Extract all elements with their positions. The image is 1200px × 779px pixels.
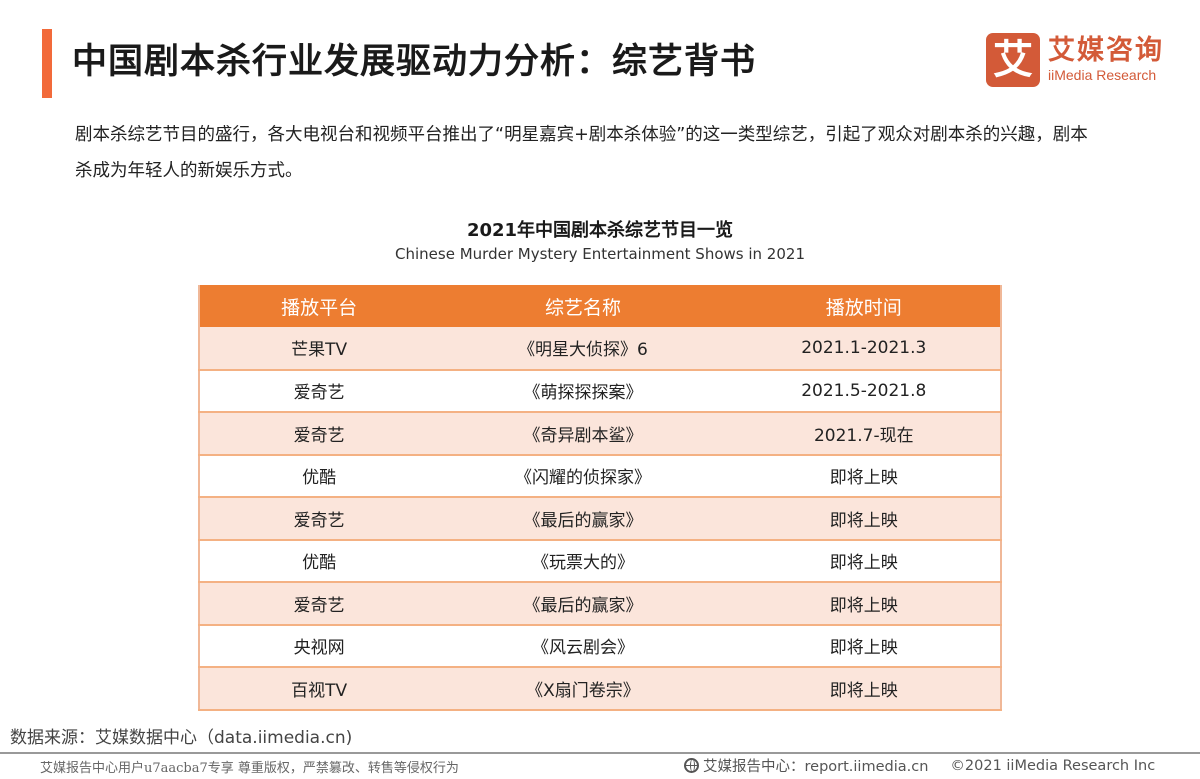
cell-platform: 芒果TV <box>199 327 439 371</box>
cell-show: 《最后的赢家》 <box>438 582 728 626</box>
cell-platform: 爱奇艺 <box>199 412 439 456</box>
logo-text: 艾媒咨询 iiMedia Research <box>1048 36 1164 84</box>
cell-time: 即将上映 <box>727 582 1001 626</box>
column-header-platform: 播放平台 <box>199 285 439 327</box>
cell-time: 2021.7-现在 <box>727 412 1001 456</box>
cell-platform: 优酷 <box>199 454 439 498</box>
table-row: 爱奇艺 《最后的赢家》 即将上映 <box>199 582 1001 626</box>
shows-table: 播放平台 综艺名称 播放时间 芒果TV 《明星大侦探》6 2021.1-2021… <box>198 285 1002 711</box>
cell-time: 即将上映 <box>727 454 1001 498</box>
footer-divider <box>0 752 1200 754</box>
intro-paragraph: 剧本杀综艺节目的盛行，各大电视台和视频平台推出了“明星嘉宾+剧本杀体验”的这一类… <box>75 125 1088 181</box>
table-row: 爱奇艺 《最后的赢家》 即将上映 <box>199 497 1001 541</box>
cell-platform: 爱奇艺 <box>199 582 439 626</box>
copyright-text: ©2021 iiMedia Research Inc <box>950 757 1156 774</box>
title-accent-bar <box>42 29 52 98</box>
logo-name-cn: 艾媒咨询 <box>1048 35 1164 66</box>
cell-show: 《明星大侦探》6 <box>438 327 728 371</box>
cell-time: 即将上映 <box>727 624 1001 668</box>
cell-time: 即将上映 <box>727 497 1001 541</box>
logo-icon: 艾 <box>986 33 1040 87</box>
table-row: 爱奇艺 《奇异剧本鲨》 2021.7-现在 <box>199 412 1001 456</box>
cell-platform: 爱奇艺 <box>199 497 439 541</box>
cell-show: 《奇异剧本鲨》 <box>438 412 728 456</box>
report-center-link[interactable]: 艾媒报告中心：report.iimedia.cn <box>703 759 929 775</box>
cell-time: 2021.1-2021.3 <box>727 327 1001 371</box>
table-row: 芒果TV 《明星大侦探》6 2021.1-2021.3 <box>199 327 1001 371</box>
globe-icon <box>684 758 699 773</box>
cell-platform: 央视网 <box>199 624 439 668</box>
copyright-notice: 艾媒报告中心用户u7aacba7专享 尊重版权，严禁篡改、转售等侵权行为 <box>40 761 459 776</box>
table-caption: 2021年中国剧本杀综艺节目一览 Chinese Murder Mystery … <box>200 218 1000 264</box>
data-source: 数据来源：艾媒数据中心（data.iimedia.cn) <box>10 728 353 748</box>
table-header-row: 播放平台 综艺名称 播放时间 <box>199 285 1001 327</box>
cell-platform: 百视TV <box>199 667 439 711</box>
logo-name-en: iiMedia Research <box>1048 67 1157 83</box>
table-caption-cn: 2021年中国剧本杀综艺节目一览 <box>466 220 734 241</box>
cell-time: 即将上映 <box>727 539 1001 583</box>
cell-time: 2021.5-2021.8 <box>727 369 1001 413</box>
table-row: 优酷 《闪耀的侦探家》 即将上映 <box>199 454 1001 498</box>
cell-show: 《风云剧会》 <box>438 624 728 668</box>
cell-show: 《玩票大的》 <box>438 539 728 583</box>
table-row: 百视TV 《X扇门卷宗》 即将上映 <box>199 667 1001 711</box>
table-row: 优酷 《玩票大的》 即将上映 <box>199 539 1001 583</box>
iimedia-logo: 艾 艾媒咨询 iiMedia Research <box>986 33 1164 87</box>
table-row: 爱奇艺 《萌探探探案》 2021.5-2021.8 <box>199 369 1001 413</box>
cell-show: 《萌探探探案》 <box>438 369 728 413</box>
footer-info: 艾媒报告中心：report.iimedia.cn ©2021 iiMedia R… <box>684 755 1155 776</box>
cell-platform: 优酷 <box>199 539 439 583</box>
cell-time: 即将上映 <box>727 667 1001 711</box>
cell-show: 《最后的赢家》 <box>438 497 728 541</box>
cell-show: 《闪耀的侦探家》 <box>438 454 728 498</box>
column-header-time: 播放时间 <box>727 285 1001 327</box>
table-caption-en: Chinese Murder Mystery Entertainment Sho… <box>395 245 805 263</box>
page-title: 中国剧本杀行业发展驱动力分析：综艺背书 <box>72 42 757 82</box>
cell-platform: 爱奇艺 <box>199 369 439 413</box>
column-header-show: 综艺名称 <box>438 285 728 327</box>
table-row: 央视网 《风云剧会》 即将上映 <box>199 624 1001 668</box>
cell-show: 《X扇门卷宗》 <box>438 667 728 711</box>
